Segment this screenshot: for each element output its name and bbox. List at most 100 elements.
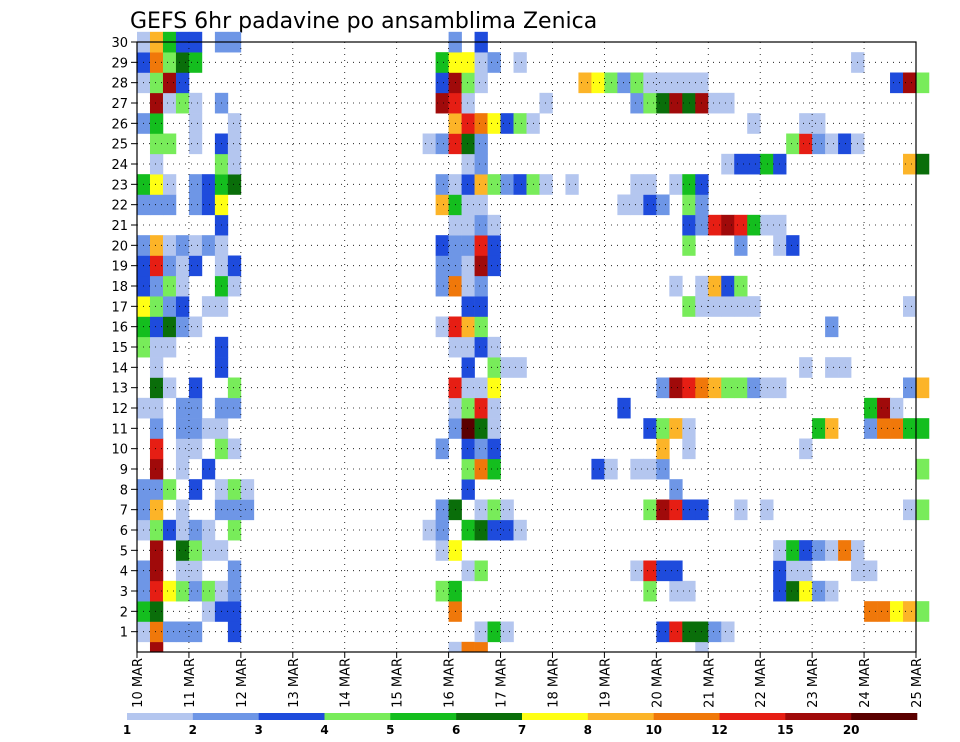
heatmap-cell <box>617 194 631 216</box>
y-tick-label: 20 <box>111 239 128 254</box>
y-tick-label: 14 <box>111 361 128 376</box>
legend-label: 2 <box>189 723 197 737</box>
legend-swatch <box>192 713 259 720</box>
heatmap-cell <box>721 275 735 297</box>
heatmap-cell <box>721 621 735 643</box>
heatmap-cell <box>487 621 501 643</box>
heatmap-cell <box>747 153 761 175</box>
heatmap-cell <box>682 580 696 602</box>
heatmap-cell <box>175 458 190 480</box>
x-tick-label: 22 MAR <box>754 658 769 708</box>
heatmap-cell <box>500 621 514 643</box>
heatmap-cells <box>137 31 930 653</box>
y-tick-label: 21 <box>111 219 128 234</box>
heatmap-cell <box>474 52 488 73</box>
heatmap-cell <box>474 174 488 195</box>
heatmap-cell <box>682 499 696 521</box>
heatmap-cell <box>162 52 177 73</box>
heatmap-cell <box>682 72 696 94</box>
heatmap-cell <box>734 499 748 521</box>
heatmap-cell <box>474 194 488 216</box>
heatmap-cell <box>487 52 501 73</box>
heatmap-cell <box>461 52 475 73</box>
y-tick-label: 25 <box>111 138 128 153</box>
x-tick-label: 13 MAR <box>287 658 302 708</box>
heatmap-cell <box>227 499 242 521</box>
heatmap-cell <box>162 621 177 643</box>
heatmap-cell <box>227 174 242 195</box>
heatmap-cell <box>838 357 852 378</box>
heatmap-cell <box>682 235 696 256</box>
heatmap-cell <box>149 194 164 216</box>
heatmap-cell <box>201 519 216 541</box>
heatmap-cell <box>461 174 475 195</box>
heatmap-cell <box>487 214 501 236</box>
legend-label: 6 <box>452 723 460 737</box>
heatmap-cell <box>487 499 501 521</box>
heatmap-cell <box>760 214 774 236</box>
heatmap-cell <box>461 418 475 439</box>
heatmap-cell <box>630 92 644 114</box>
heatmap-cell <box>461 133 475 155</box>
heatmap-cell <box>435 52 449 73</box>
heatmap-cell <box>656 560 670 582</box>
heatmap-cell <box>786 540 800 561</box>
heatmap-cell <box>435 255 449 277</box>
heatmap-cell <box>461 92 475 114</box>
heatmap-cell <box>461 275 475 297</box>
heatmap-cell <box>227 560 242 582</box>
x-tick-label: 23 MAR <box>806 658 821 708</box>
x-tick-label: 20 MAR <box>650 658 665 708</box>
heatmap-cell <box>903 601 917 622</box>
heatmap-cell <box>669 580 683 602</box>
heatmap-cell <box>474 133 488 155</box>
heatmap-cell <box>474 235 488 256</box>
heatmap-cell <box>474 499 488 521</box>
heatmap-cell <box>227 113 242 134</box>
heatmap-cell <box>721 296 735 317</box>
heatmap-cell <box>162 92 177 114</box>
heatmap-cell <box>188 194 203 216</box>
heatmap-cell <box>175 438 190 460</box>
heatmap-cell <box>201 296 216 317</box>
heatmap-cell <box>461 153 475 175</box>
heatmap-cell <box>227 519 242 541</box>
heatmap-cell <box>903 418 917 439</box>
heatmap-cell <box>903 153 917 175</box>
heatmap-cell <box>630 560 644 582</box>
heatmap-cell <box>175 397 190 419</box>
heatmap-cell <box>461 336 475 358</box>
heatmap-cell <box>916 601 930 622</box>
heatmap-cell <box>864 601 878 622</box>
heatmap-cell <box>149 336 164 358</box>
heatmap-cell <box>448 641 462 653</box>
heatmap-cell <box>825 418 839 439</box>
legend-label: 7 <box>518 723 526 737</box>
heatmap-cell <box>669 72 683 94</box>
heatmap-cell <box>162 275 177 297</box>
heatmap-cell <box>786 133 800 155</box>
heatmap-cell <box>617 397 631 419</box>
heatmap-cell <box>175 52 190 73</box>
heatmap-cell <box>708 296 722 317</box>
heatmap-cell <box>188 397 203 419</box>
heatmap-cell <box>175 540 190 561</box>
heatmap-cell <box>162 194 177 216</box>
heatmap-cell <box>201 540 216 561</box>
y-tick-label: 16 <box>111 321 128 336</box>
heatmap-cell <box>461 377 475 399</box>
heatmap-cell <box>227 275 242 297</box>
heatmap-cell <box>487 519 501 541</box>
heatmap-cell <box>643 458 657 480</box>
heatmap-cell <box>461 316 475 338</box>
heatmap-cell <box>435 580 449 602</box>
heatmap-cell <box>188 560 203 582</box>
heatmap-cell <box>188 479 203 500</box>
heatmap-cell <box>474 560 488 582</box>
heatmap-cell <box>656 194 670 216</box>
heatmap-cell <box>799 113 813 134</box>
heatmap-cell <box>201 235 216 256</box>
heatmap-cell <box>500 499 514 521</box>
heatmap-cell <box>864 397 878 419</box>
heatmap-cell <box>474 641 488 653</box>
